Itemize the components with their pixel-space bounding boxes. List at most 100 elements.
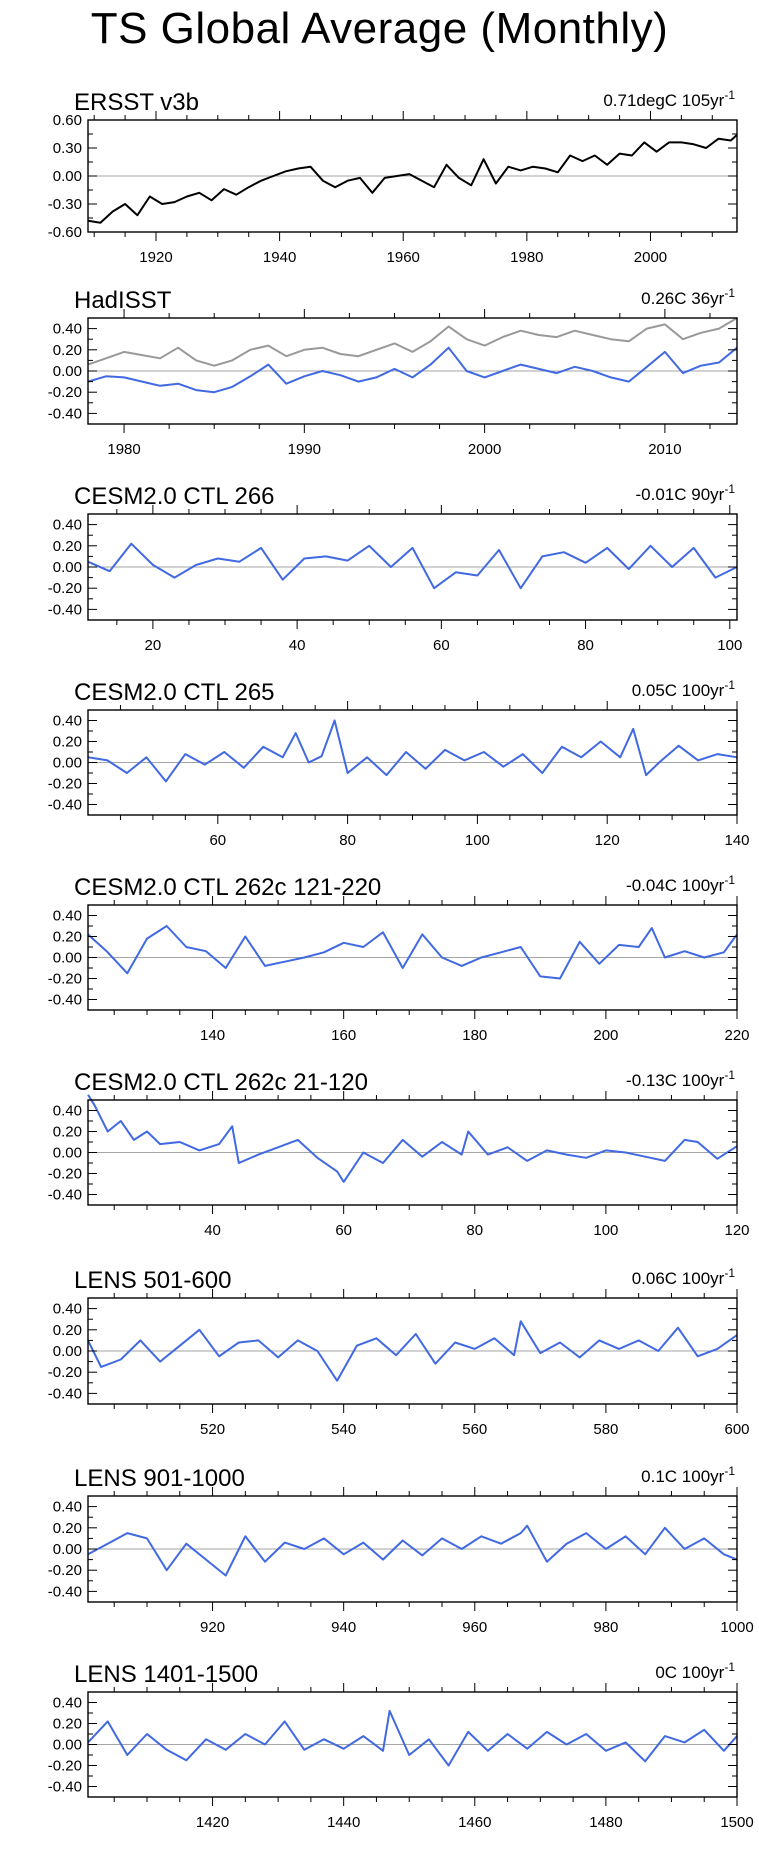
chart-trend: 0.71degC 105yr-1 (603, 88, 735, 110)
x-tick-label: 100 (717, 637, 742, 654)
chart-title: LENS 1401-1500 (74, 1661, 258, 1688)
chart-panel-2: HadISST 0.26C 36yr-1 -0.40 -0.20 0.00 0.20 0.4… (48, 286, 738, 458)
chart-title: CESM2.0 CTL 262c 21-120 (74, 1069, 368, 1096)
chart-title: LENS 501-600 (74, 1267, 231, 1294)
series-line-1 (87, 719, 738, 783)
x-tick-label: 1990 (288, 441, 321, 458)
x-tick-label: 600 (724, 1421, 749, 1438)
chart-trend: -0.13C 100yr-1 (626, 1068, 735, 1090)
y-tick-label: 0.40 (53, 321, 82, 338)
x-tick-label: 160 (331, 1027, 356, 1044)
y-tick-label: 0.40 (53, 517, 82, 534)
y-tick-label: -0.40 (48, 1583, 82, 1600)
x-tick-label: 960 (462, 1619, 487, 1636)
y-tick-label: 0.00 (53, 1541, 82, 1558)
y-tick-label: -0.20 (48, 1364, 82, 1381)
y-tick-label: 0.60 (53, 112, 82, 129)
chart-panel-1: ERSST v3b 0.71degC 105yr-1 -0.60 -0.30 0.00 0… (48, 88, 738, 266)
y-tick-label: 0.20 (53, 929, 82, 946)
y-tick-label: 0.00 (53, 755, 82, 772)
x-tick-label: 560 (462, 1421, 487, 1438)
y-tick-label: 0.40 (53, 908, 82, 925)
y-tick-label: -0.40 (48, 405, 82, 422)
x-tick-label: 1980 (107, 441, 140, 458)
y-tick-label: -0.40 (48, 797, 82, 814)
chart-title: CESM2.0 CTL 265 (74, 679, 275, 706)
y-tick-label: 0.20 (53, 1520, 82, 1537)
y-tick-label: -0.40 (48, 601, 82, 618)
chart-panel-6: CESM2.0 CTL 262c 21-120 -0.13C 100yr-1 -0.… (48, 1068, 750, 1239)
x-tick-label: 200 (593, 1027, 618, 1044)
y-tick-label: 0.20 (53, 734, 82, 751)
y-tick-label: -0.20 (48, 580, 82, 597)
y-tick-label: 0.20 (53, 1124, 82, 1141)
x-tick-label: 1500 (720, 1814, 753, 1831)
x-tick-label: 1940 (263, 249, 296, 266)
x-tick-label: 1420 (196, 1814, 229, 1831)
y-tick-label: 0.40 (53, 1695, 82, 1712)
chart-title: CESM2.0 CTL 266 (74, 483, 275, 510)
series-points-1 (87, 317, 738, 366)
series-line-1 (87, 1524, 738, 1577)
y-tick-label: -0.20 (48, 384, 82, 401)
x-tick-label: 180 (462, 1027, 487, 1044)
chart-title: CESM2.0 CTL 262c 121-220 (74, 874, 381, 901)
series-line-2 (87, 346, 738, 394)
series-line-1 (87, 1320, 738, 1382)
x-tick-label: 520 (200, 1421, 225, 1438)
x-tick-label: 540 (331, 1421, 356, 1438)
y-tick-label: -0.20 (48, 1562, 82, 1579)
series-line-1 (87, 925, 738, 980)
x-tick-label: 580 (593, 1421, 618, 1438)
y-tick-label: 0.30 (53, 140, 82, 157)
x-tick-label: 1920 (139, 249, 172, 266)
x-tick-label: 1960 (387, 249, 420, 266)
series-points-1 (87, 543, 738, 589)
x-tick-label: 220 (724, 1027, 749, 1044)
x-tick-label: 100 (465, 832, 490, 849)
chart-trend: 0.1C 100yr-1 (641, 1464, 735, 1486)
chart-trend: 0.26C 36yr-1 (641, 286, 735, 308)
x-tick-label: 80 (466, 1222, 483, 1239)
y-tick-label: -0.20 (48, 1758, 82, 1775)
series-line-1 (87, 542, 738, 590)
series-line-1 (87, 134, 738, 224)
chart-trend: 0.05C 100yr-1 (632, 678, 736, 700)
chart-panel-8: LENS 901-1000 0.1C 100yr-1 -0.40 -0.20 0.00 0… (48, 1464, 754, 1636)
chart-panel-4: CESM2.0 CTL 265 0.05C 100yr-1 -0.40 -0.20 0.… (48, 678, 750, 849)
y-tick-label: 0.40 (53, 713, 82, 730)
x-tick-label: 2000 (468, 441, 501, 458)
x-tick-label: 100 (593, 1222, 618, 1239)
y-tick-label: -0.20 (48, 1166, 82, 1183)
x-tick-label: 60 (433, 637, 450, 654)
y-tick-label: 0.20 (53, 538, 82, 555)
x-tick-label: 1480 (589, 1814, 622, 1831)
x-tick-label: 40 (204, 1222, 221, 1239)
chart-panel-7: LENS 501-600 0.06C 100yr-1 -0.40 -0.20 0.00 0… (48, 1266, 750, 1438)
x-tick-label: 1440 (327, 1814, 360, 1831)
x-tick-label: 1980 (510, 249, 543, 266)
x-tick-label: 1000 (720, 1619, 753, 1636)
y-tick-label: 0.40 (53, 1301, 82, 1318)
x-tick-label: 20 (145, 637, 162, 654)
y-tick-label: 0.00 (53, 1737, 82, 1754)
x-tick-label: 140 (724, 832, 749, 849)
x-tick-label: 60 (209, 832, 226, 849)
trend-exponent: -1 (724, 678, 735, 692)
chart-trend: -0.04C 100yr-1 (626, 873, 735, 895)
trend-exponent: -1 (724, 1660, 735, 1674)
y-tick-label: -0.30 (48, 196, 82, 213)
chart-panel-3: CESM2.0 CTL 266 -0.01C 90yr-1 -0.40 -0.20 0.… (48, 482, 743, 654)
x-tick-label: 80 (339, 832, 356, 849)
trend-exponent: -1 (724, 1266, 735, 1280)
series-line-1 (87, 1094, 738, 1183)
y-tick-label: 0.00 (53, 559, 82, 576)
x-tick-label: 140 (200, 1027, 225, 1044)
series-line-1 (87, 1709, 738, 1767)
page-title: TS Global Average (Monthly) (90, 4, 669, 53)
series-line-1 (87, 317, 738, 367)
y-tick-label: 0.40 (53, 1499, 82, 1516)
chart-title: HadISST (74, 287, 172, 314)
trend-exponent: -1 (724, 873, 735, 887)
